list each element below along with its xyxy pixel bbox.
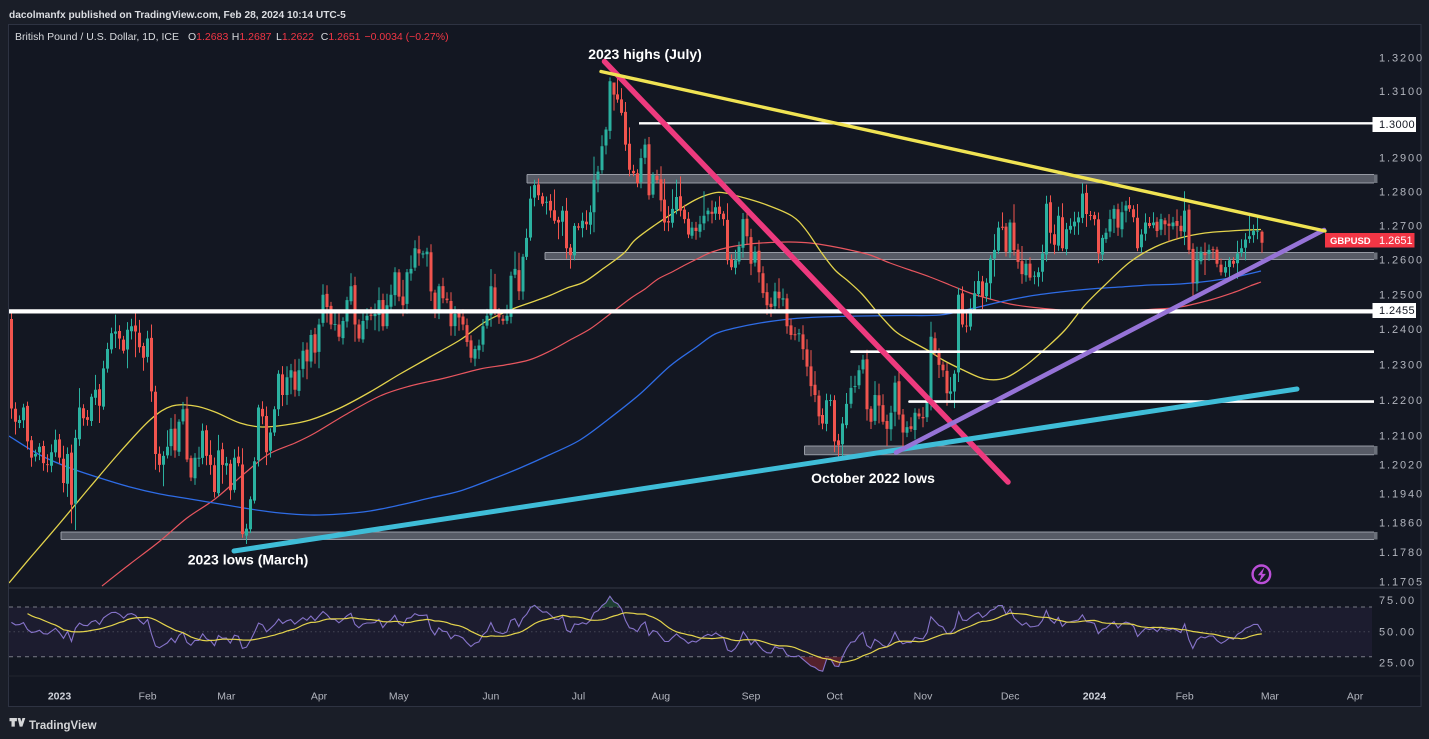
svg-text:dacolmanfx published on Tradin: dacolmanfx published on TradingView.com,…: [9, 10, 346, 21]
svg-text:2023 highs (July): 2023 highs (July): [588, 46, 702, 62]
svg-text:1.2651: 1.2651: [1379, 235, 1413, 247]
svg-text:25.00: 25.00: [1379, 657, 1416, 669]
svg-text:L1.2622: L1.2622: [276, 31, 314, 43]
svg-text:TradingView: TradingView: [29, 720, 97, 732]
svg-text:Apr: Apr: [311, 691, 328, 703]
svg-text:1.2100: 1.2100: [1379, 431, 1424, 443]
svg-text:1.3100: 1.3100: [1379, 86, 1424, 98]
svg-text:October 2022 lows: October 2022 lows: [811, 470, 935, 486]
svg-text:1.3200: 1.3200: [1379, 53, 1424, 65]
svg-text:Aug: Aug: [651, 691, 670, 703]
svg-text:GBPUSD: GBPUSD: [1330, 236, 1371, 247]
svg-text:Dec: Dec: [1001, 691, 1020, 703]
svg-text:1.2455: 1.2455: [1379, 305, 1415, 317]
svg-text:1.2300: 1.2300: [1379, 359, 1424, 371]
svg-text:1.3000: 1.3000: [1379, 119, 1415, 131]
svg-text:75.00: 75.00: [1379, 595, 1416, 607]
svg-text:1.1860: 1.1860: [1379, 518, 1424, 530]
svg-text:Apr: Apr: [1347, 691, 1364, 703]
svg-text:2024: 2024: [1083, 691, 1107, 703]
svg-text:1.1705: 1.1705: [1379, 577, 1424, 589]
svg-text:1.2200: 1.2200: [1379, 395, 1424, 407]
svg-text:2023 lows (March): 2023 lows (March): [188, 552, 309, 568]
svg-text:−0.0034 (−0.27%): −0.0034 (−0.27%): [365, 31, 449, 43]
svg-text:1.2700: 1.2700: [1379, 220, 1424, 232]
svg-text:1.1780: 1.1780: [1379, 547, 1424, 559]
svg-text:2023: 2023: [48, 691, 72, 703]
svg-text:Nov: Nov: [914, 691, 933, 703]
svg-text:C1.2651: C1.2651: [321, 31, 361, 43]
svg-text:Mar: Mar: [1261, 691, 1280, 703]
svg-text:50.00: 50.00: [1379, 626, 1416, 638]
svg-text:Sep: Sep: [742, 691, 761, 703]
svg-text:Mar: Mar: [217, 691, 236, 703]
svg-text:British Pound / U.S. Dollar, 1: British Pound / U.S. Dollar, 1D, ICE: [15, 31, 179, 43]
svg-text:Feb: Feb: [1176, 691, 1194, 703]
svg-text:Jul: Jul: [572, 691, 585, 703]
svg-text:1.2900: 1.2900: [1379, 153, 1424, 165]
svg-text:1.2020: 1.2020: [1379, 459, 1424, 471]
svg-text:1.2400: 1.2400: [1379, 324, 1424, 336]
svg-text:1.2500: 1.2500: [1379, 289, 1424, 301]
svg-text:May: May: [389, 691, 410, 703]
svg-text:H1.2687: H1.2687: [232, 31, 272, 43]
svg-text:1.2800: 1.2800: [1379, 186, 1424, 198]
svg-text:1.1940: 1.1940: [1379, 488, 1424, 500]
svg-text:1.2600: 1.2600: [1379, 255, 1424, 267]
svg-text:Oct: Oct: [827, 691, 843, 703]
svg-text:Feb: Feb: [139, 691, 157, 703]
svg-text:Jun: Jun: [482, 691, 499, 703]
svg-text:O1.2683: O1.2683: [188, 31, 228, 43]
